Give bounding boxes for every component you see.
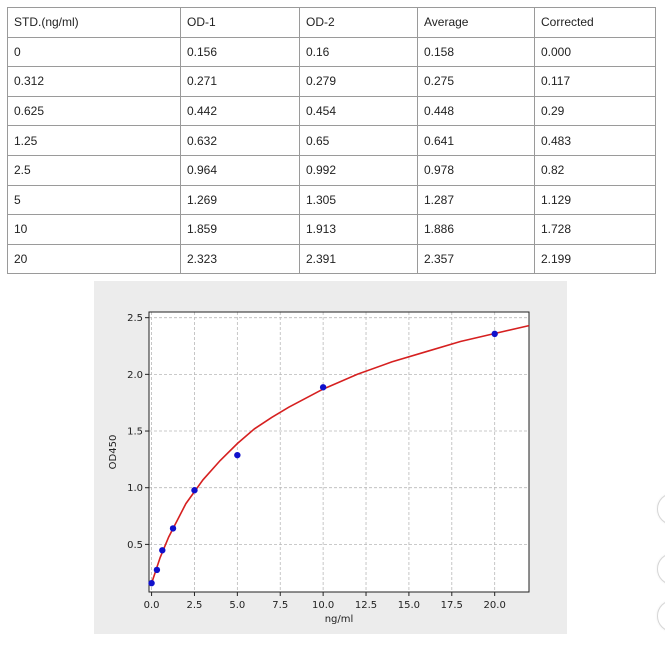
header-corrected: Corrected (534, 7, 656, 38)
x-tick-label: 20.0 (484, 600, 506, 611)
data-point (169, 525, 177, 532)
data-point (234, 451, 241, 459)
header-std: STD.(ng/ml) (7, 7, 181, 38)
y-tick-label: 2.0 (127, 370, 143, 381)
table-cell: 20 (7, 243, 181, 275)
y-tick-label: 1.0 (127, 483, 143, 494)
data-point (148, 579, 155, 587)
y-tick-label: 2.5 (127, 313, 143, 324)
standard-curve-table: STD.(ng/ml) OD-1 OD-2 Average Corrected … (7, 7, 656, 275)
table-cell: 0.65 (299, 125, 418, 156)
data-point (491, 330, 498, 338)
circle-button[interactable] (657, 600, 665, 632)
table-cell: 0.82 (534, 154, 656, 186)
x-tick-label: 15.0 (398, 600, 420, 611)
table-row: 20 2.323 2.391 2.357 2.199 (7, 243, 656, 275)
table-cell: 0.158 (417, 36, 535, 68)
table-cell: 0.992 (299, 154, 418, 186)
x-tick-label: 7.5 (272, 600, 288, 611)
x-tick-label: 0.0 (144, 600, 160, 611)
table-cell: 1.913 (299, 214, 418, 245)
table-cell: 0.442 (180, 95, 300, 127)
table-cell: 2.5 (7, 154, 181, 186)
header-od1: OD-1 (180, 7, 300, 38)
y-axis-label: OD450 (108, 435, 119, 470)
table-cell: 1.886 (417, 214, 535, 245)
table-cell: 0.978 (417, 154, 535, 186)
table-cell: 1.305 (299, 184, 418, 216)
x-tick-label: 12.5 (355, 600, 377, 611)
table-cell: 0.448 (417, 95, 535, 127)
table-cell: 0.641 (417, 125, 535, 156)
table-cell: 0.29 (534, 95, 656, 127)
header-average: Average (417, 7, 535, 38)
table-cell: 0.312 (7, 66, 181, 97)
circle-button[interactable] (657, 493, 665, 525)
table-cell: 2.357 (417, 243, 535, 275)
plot-frame (148, 311, 530, 593)
y-tick-label: 1.5 (127, 427, 143, 438)
table-cell: 0.16 (299, 36, 418, 68)
y-tick-label: 0.5 (127, 540, 143, 551)
table-row: 0.625 0.442 0.454 0.448 0.29 (7, 95, 656, 127)
table-cell: 1.269 (180, 184, 300, 216)
table-cell: 0.279 (299, 66, 418, 97)
table-header-row: STD.(ng/ml) OD-1 OD-2 Average Corrected (7, 7, 656, 38)
table-cell: 0 (7, 36, 181, 68)
table-cell: 0.625 (7, 95, 181, 127)
table-cell: 0.632 (180, 125, 300, 156)
table-cell: 0.117 (534, 66, 656, 97)
table-cell: 2.199 (534, 243, 656, 275)
chart-svg: 0.0 2.5 5.0 7.5 10.0 12.5 15.0 17.5 20.0 0.5 1.0 1.… (108, 311, 530, 625)
table-cell: 0.156 (180, 36, 300, 68)
table-row: 10 1.859 1.913 1.886 1.728 (7, 214, 656, 245)
table-row: 1.25 0.632 0.65 0.641 0.483 (7, 125, 656, 156)
data-point (153, 566, 161, 574)
table-cell: 0.000 (534, 36, 656, 68)
table-row: 2.5 0.964 0.992 0.978 0.82 (7, 154, 656, 186)
table-cell: 5 (7, 184, 181, 216)
table-cell: 0.454 (299, 95, 418, 127)
circle-button[interactable] (657, 553, 665, 585)
header-od2: OD-2 (299, 7, 418, 38)
table-cell: 1.287 (417, 184, 535, 216)
table-cell: 2.391 (299, 243, 418, 275)
x-tick-label: 2.5 (187, 600, 203, 611)
data-point (319, 384, 327, 391)
plot-area (149, 312, 529, 592)
x-axis-label: ng/ml (325, 614, 354, 625)
table-cell: 1.25 (7, 125, 181, 156)
fit-curve (150, 324, 530, 584)
table-cell: 0.483 (534, 125, 656, 156)
table-row: 0 0.156 0.16 0.158 0.000 (7, 36, 656, 68)
table-cell: 0.964 (180, 154, 300, 186)
table-row: 0.312 0.271 0.279 0.275 0.117 (7, 66, 656, 97)
table-cell: 2.323 (180, 243, 300, 275)
table-cell: 1.129 (534, 184, 656, 216)
table-row: 5 1.269 1.305 1.287 1.129 (7, 184, 656, 216)
x-tick-label: 17.5 (441, 600, 463, 611)
table-cell: 1.859 (180, 214, 300, 245)
table-cell: 0.275 (417, 66, 535, 97)
x-tick-label: 10.0 (312, 600, 334, 611)
table-cell: 10 (7, 214, 181, 245)
x-tick-label: 5.0 (229, 600, 245, 611)
standard-curve-chart: 0.0 2.5 5.0 7.5 10.0 12.5 15.0 17.5 20.0 0.5 1.0 1.… (94, 281, 567, 634)
table-cell: 0.271 (180, 66, 300, 97)
data-point (159, 547, 166, 554)
table-cell: 1.728 (534, 214, 656, 245)
data-point (191, 487, 198, 494)
